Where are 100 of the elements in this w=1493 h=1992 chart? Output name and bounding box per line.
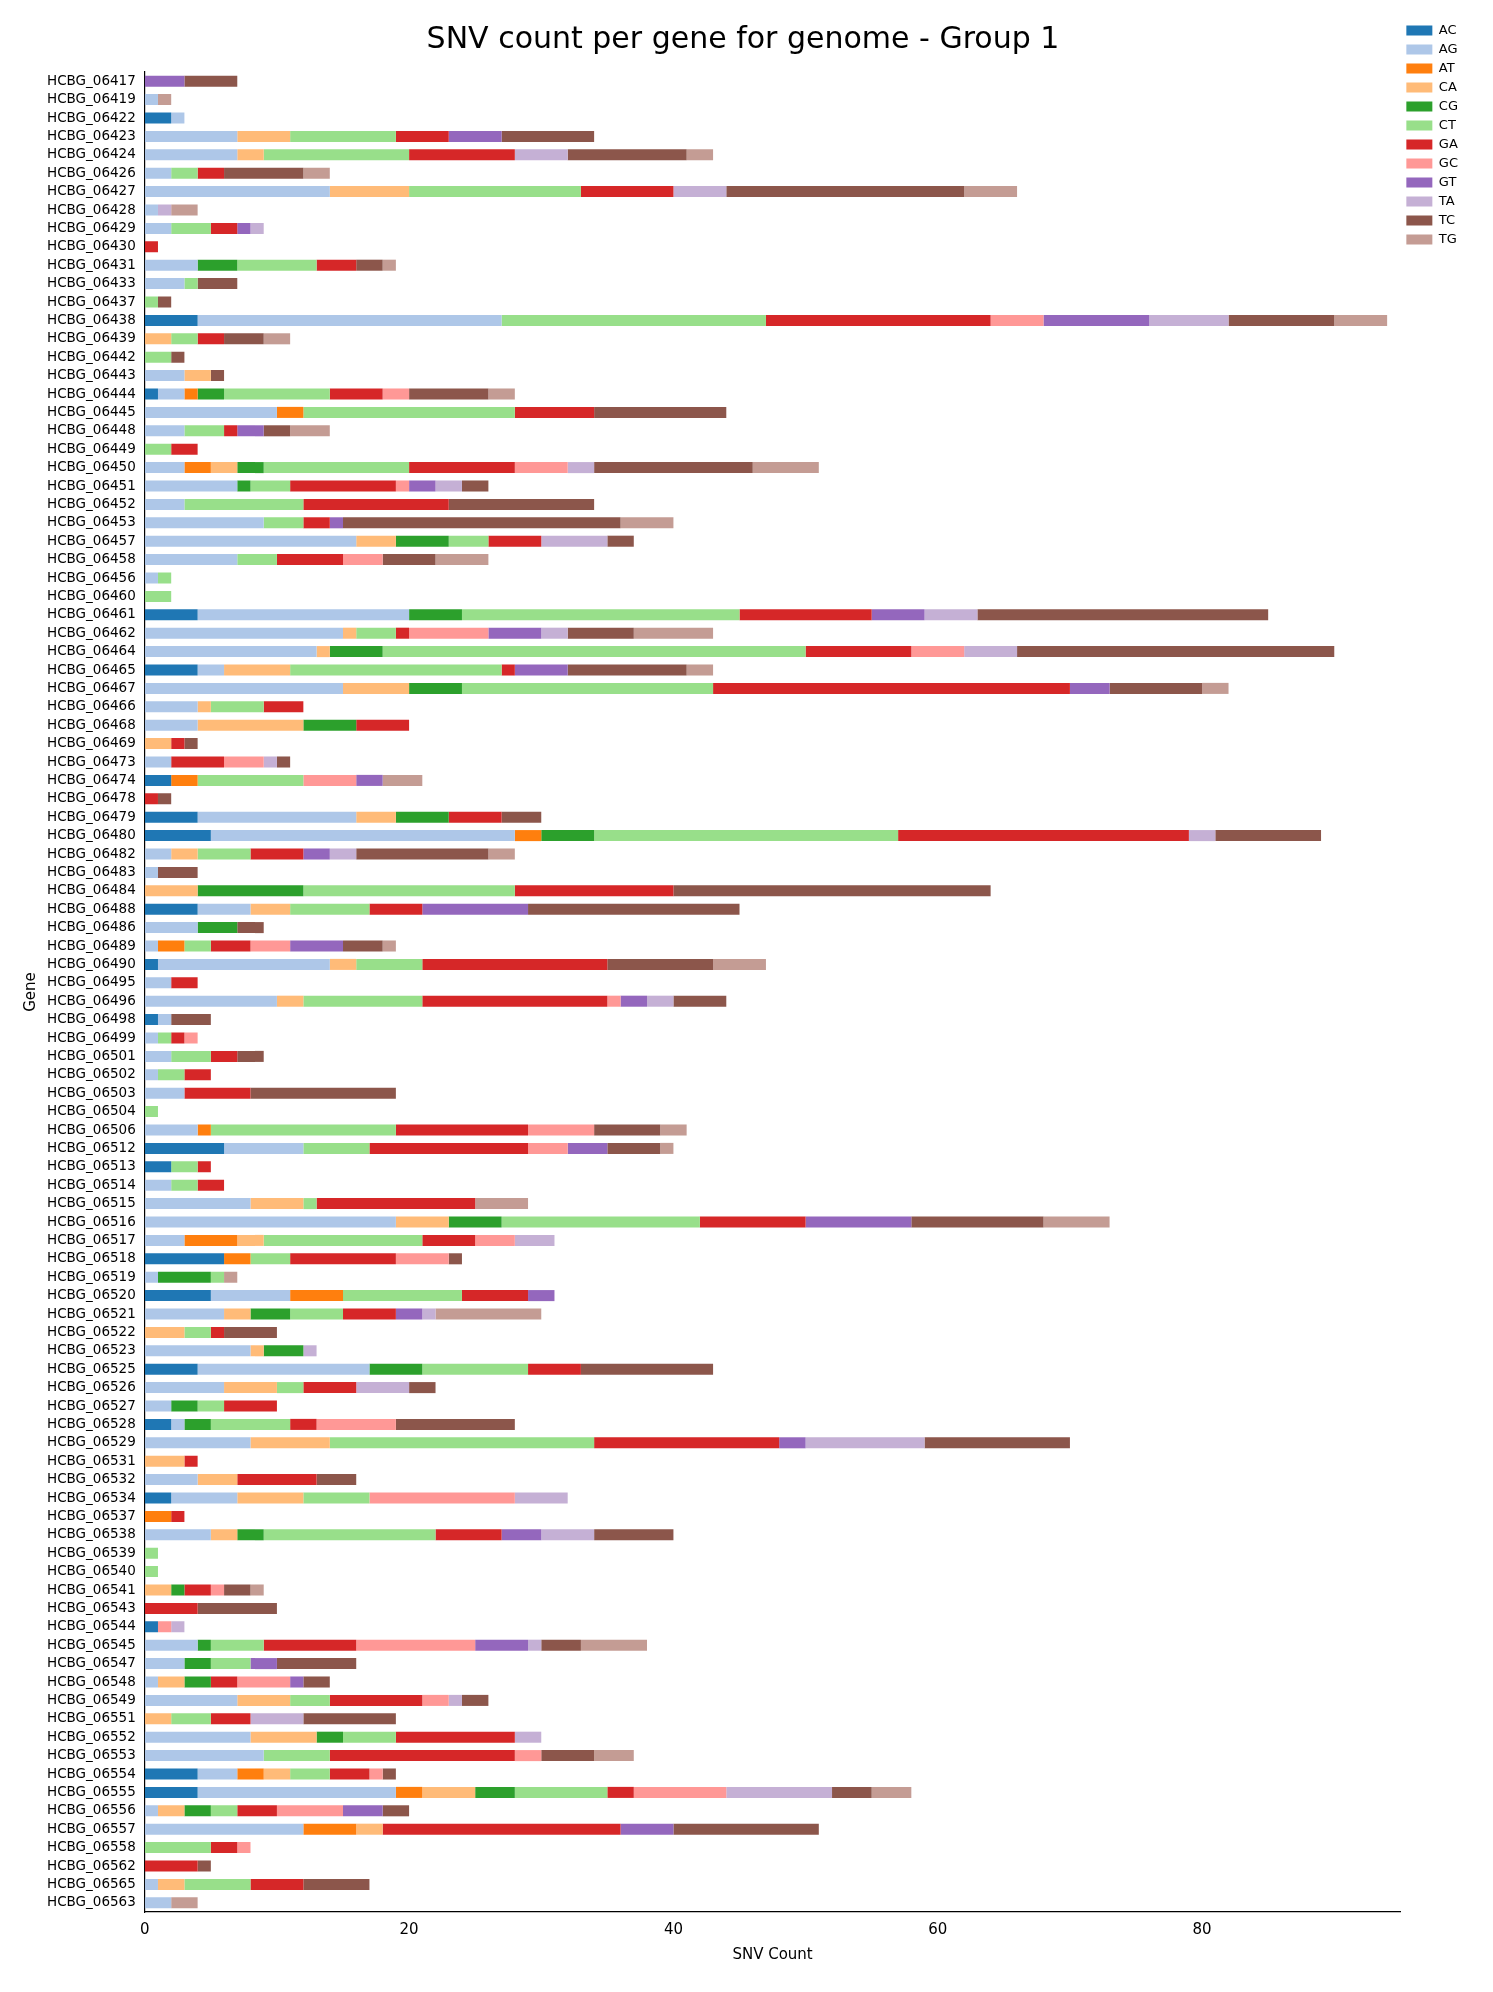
bar (224, 1326, 277, 1338)
y-tick-label: HCBG_06555 (46, 1782, 136, 1799)
bar (144, 1621, 158, 1633)
y-tick-label: HCBG_06532 (46, 1470, 136, 1487)
bar (210, 1658, 251, 1670)
bar (726, 1786, 833, 1798)
legend-label: TA (1437, 192, 1455, 208)
bar (144, 1455, 185, 1467)
bar (144, 1087, 185, 1099)
bar (144, 830, 211, 842)
bar (144, 1676, 158, 1688)
bar (144, 149, 238, 161)
y-tick-label: HCBG_06501 (46, 1046, 136, 1063)
bar (144, 903, 198, 915)
bar (157, 1676, 185, 1688)
bar (382, 1768, 396, 1780)
y-tick-label: HCBG_06464 (46, 642, 136, 659)
y-tick-label: HCBG_06525 (46, 1359, 136, 1376)
bar (144, 682, 344, 694)
bar (514, 149, 568, 161)
y-axis-title: Gene (20, 972, 39, 1012)
legend-label: CG (1438, 97, 1459, 113)
bar (356, 535, 396, 547)
bar (594, 1750, 634, 1762)
bar (144, 351, 172, 363)
y-tick-label: HCBG_06466 (46, 697, 136, 714)
bar (395, 1308, 423, 1320)
bar (171, 351, 185, 363)
bar (395, 1216, 449, 1228)
bar (382, 1823, 621, 1835)
bar (157, 940, 185, 952)
bar (144, 333, 172, 345)
bar (197, 388, 225, 400)
bar (144, 995, 277, 1007)
bar (382, 259, 396, 271)
bar (144, 590, 172, 602)
y-tick-label: HCBG_06512 (46, 1138, 136, 1155)
bar (184, 1676, 211, 1688)
bar (594, 1124, 661, 1136)
bar (237, 425, 264, 437)
bar (303, 1713, 396, 1725)
legend-label: AT (1438, 59, 1455, 75)
bar (171, 112, 185, 124)
bar (303, 1823, 357, 1835)
bar (395, 1418, 515, 1430)
bar (276, 1382, 304, 1394)
bar (290, 1253, 396, 1265)
bar (171, 848, 198, 860)
bar (197, 848, 251, 860)
bar (171, 1050, 211, 1062)
bar (1215, 830, 1322, 842)
bar (144, 1897, 172, 1909)
y-tick-label: HCBG_06474 (46, 770, 136, 787)
bar (171, 443, 198, 455)
bar (475, 1234, 515, 1246)
bar (316, 1198, 476, 1210)
bar (144, 885, 198, 897)
bar (197, 701, 211, 713)
bar (144, 1437, 251, 1449)
bar (422, 903, 529, 915)
y-tick-label: HCBG_06503 (46, 1083, 136, 1100)
bar (144, 1860, 198, 1872)
y-tick-label: HCBG_06554 (46, 1764, 136, 1781)
bar (224, 1584, 251, 1596)
bar (210, 1271, 225, 1283)
bar (263, 1345, 304, 1357)
bar (567, 462, 595, 474)
bar (157, 1069, 185, 1081)
y-tick-label: HCBG_06467 (46, 678, 136, 695)
y-tick-label: HCBG_06439 (46, 329, 136, 346)
bar (329, 1750, 515, 1762)
y-tick-label: HCBG_06445 (46, 402, 136, 419)
bar (157, 1878, 185, 1890)
bar (171, 1713, 211, 1725)
bar (144, 958, 158, 970)
bar (197, 333, 225, 345)
bar (224, 1400, 277, 1412)
bar (303, 498, 449, 510)
bar (144, 738, 172, 750)
bar (343, 1290, 462, 1302)
bar (422, 1234, 476, 1246)
bar (303, 1676, 330, 1688)
y-tick-label: HCBG_06468 (46, 715, 136, 732)
y-tick-label: HCBG_06486 (46, 918, 136, 935)
bar (541, 830, 595, 842)
bar (144, 646, 317, 658)
y-tick-label: HCBG_06534 (46, 1488, 136, 1505)
bar (171, 204, 198, 216)
bar (514, 1234, 555, 1246)
bar (144, 1474, 198, 1486)
bar (197, 314, 502, 326)
bar (276, 1658, 357, 1670)
y-tick-label: HCBG_06428 (46, 200, 136, 217)
bar (1069, 682, 1110, 694)
bar (356, 848, 489, 860)
bar (382, 646, 806, 658)
bar (144, 1290, 211, 1302)
bar (343, 940, 383, 952)
bar (210, 1529, 238, 1541)
y-tick-label: HCBG_06473 (46, 752, 136, 769)
